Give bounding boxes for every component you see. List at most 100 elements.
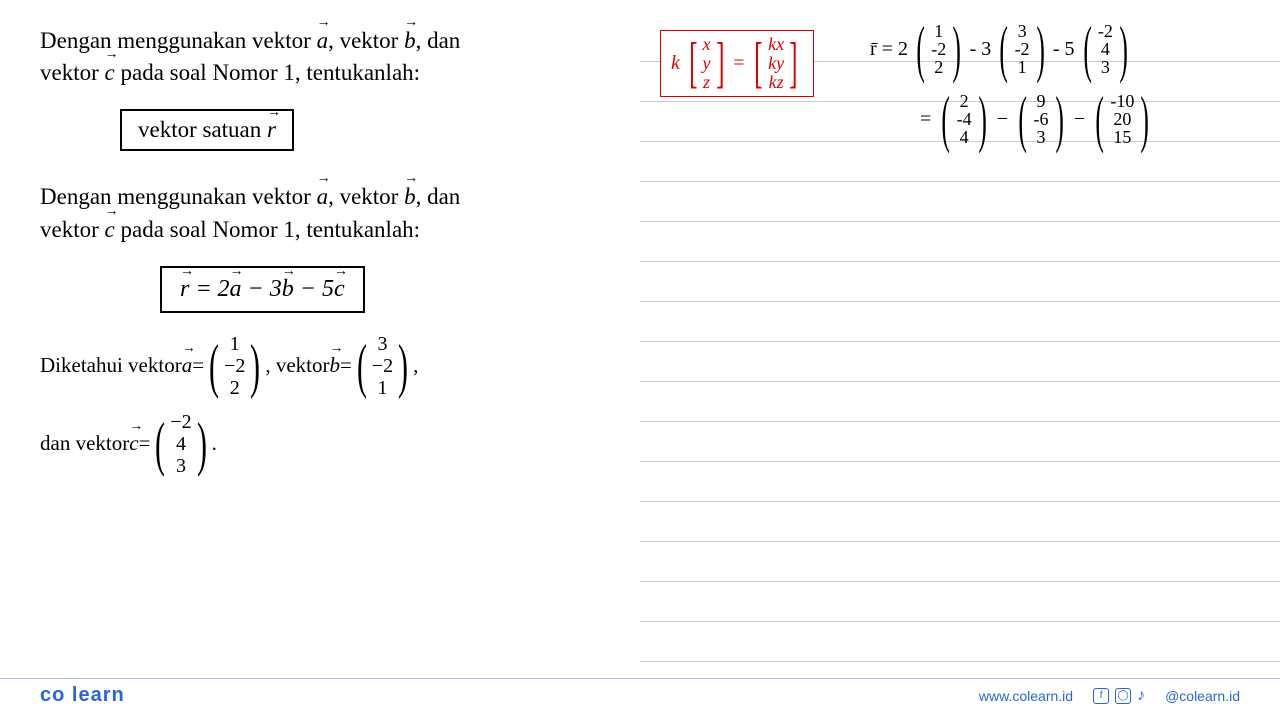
- facebook-icon: f: [1093, 688, 1109, 704]
- wpr: ): [978, 93, 987, 144]
- hw31: 20: [1113, 110, 1131, 128]
- hw-min2: −: [1074, 108, 1085, 131]
- hv32: 3: [1101, 58, 1110, 76]
- hpr2: ): [1036, 23, 1045, 74]
- rf21: ky: [768, 54, 784, 73]
- given-line2: dan vektor c = ( −2 4 3 ) .: [40, 411, 600, 477]
- rf-c2n: kx ky kz: [768, 35, 784, 92]
- hw30: -10: [1110, 92, 1134, 110]
- hw-v1: ( 1 -2 2 ): [910, 22, 968, 76]
- rf11: y: [703, 54, 711, 73]
- rf22: kz: [769, 73, 784, 92]
- paren-r: ): [250, 339, 260, 393]
- colvec-c: ( −2 4 3 ): [150, 411, 211, 477]
- rule: [640, 342, 1280, 382]
- br-l2: [: [755, 40, 763, 88]
- f-m3: − 3: [242, 276, 282, 302]
- rule: [640, 182, 1280, 222]
- hpl3: (: [1083, 23, 1092, 74]
- hw-line2: = ( 2 -4 4 ) − ( 9 -6 3 ) − ( -10 20: [920, 92, 1156, 146]
- wpl3: (: [1095, 93, 1104, 144]
- left-content: Dengan menggunakan vektor a, vektor b, d…: [40, 25, 600, 477]
- rf-k: k: [671, 52, 680, 74]
- hv11: -2: [931, 40, 946, 58]
- rule: [640, 142, 1280, 182]
- rule: [640, 422, 1280, 462]
- paren-l3: (: [155, 417, 165, 471]
- hw21: -6: [1034, 110, 1049, 128]
- footer-handle: @colearn.id: [1165, 688, 1240, 704]
- rule: [640, 622, 1280, 662]
- hw-line1: r̄ = 2 ( 1 -2 2 ) - 3 ( 3 -2 1 ) - 5 ( -…: [870, 22, 1134, 76]
- problem1-text: Dengan menggunakan vektor a, vektor b, d…: [40, 25, 600, 89]
- paren-r2: ): [398, 339, 408, 393]
- tiktok-icon: ♪: [1137, 687, 1145, 705]
- rf12: z: [703, 73, 710, 92]
- c-nums: −2 4 3: [170, 411, 191, 477]
- box1-text: vektor satuan: [138, 117, 267, 142]
- p1-l2-post: pada soal Nomor 1, tentukanlah:: [115, 60, 420, 85]
- rule: [640, 462, 1280, 502]
- hw-w1: ( 2 -4 4 ): [935, 92, 993, 146]
- hw11: -4: [957, 110, 972, 128]
- rule: [640, 542, 1280, 582]
- hpl2: (: [1000, 23, 1009, 74]
- social-icons: f ◯ ♪: [1093, 687, 1145, 705]
- hw-w2: ( 9 -6 3 ): [1012, 92, 1070, 146]
- hv20: 3: [1018, 22, 1027, 40]
- wpr2: ): [1055, 93, 1064, 144]
- p1-l1-mid: , vektor: [328, 28, 404, 53]
- f-b: b: [282, 276, 294, 303]
- f-r: r: [180, 276, 189, 303]
- rule: [640, 382, 1280, 422]
- p1-l2-pre: vektor: [40, 60, 105, 85]
- wpl: (: [942, 93, 951, 144]
- rf-col2: [ kx ky kz ]: [749, 35, 802, 92]
- rule: [640, 262, 1280, 302]
- a0: 1: [230, 333, 240, 355]
- red-scalar-formula: k [ x y z ] = [ kx ky kz ]: [660, 30, 814, 97]
- g-a: a: [182, 353, 193, 378]
- p2-l1-post: , dan: [416, 184, 461, 209]
- f-c: c: [334, 276, 345, 303]
- rule: [640, 222, 1280, 262]
- hv30: -2: [1098, 22, 1113, 40]
- a2: 2: [230, 377, 240, 399]
- vec-b2: b: [404, 181, 416, 213]
- hw10: 2: [960, 92, 969, 110]
- br-r2: ]: [789, 40, 797, 88]
- rule: [640, 302, 1280, 342]
- f-a: a: [230, 276, 242, 303]
- c1: 4: [176, 433, 186, 455]
- g-c: c: [129, 431, 138, 456]
- hw32: 15: [1113, 128, 1131, 146]
- hw12: 4: [960, 128, 969, 146]
- g2-pre: dan vektor: [40, 431, 129, 456]
- vec-a: a: [317, 25, 329, 57]
- hw-v2: ( 3 -2 1 ): [993, 22, 1051, 76]
- footer: co learn www.colearn.id f ◯ ♪ @colearn.i…: [0, 678, 1280, 712]
- hpr: ): [953, 23, 962, 74]
- paren-r3: ): [197, 417, 207, 471]
- hw-w3: ( -10 20 15 ): [1089, 92, 1156, 146]
- hpr3: ): [1119, 23, 1128, 74]
- rule: [640, 582, 1280, 622]
- hv31: 4: [1101, 40, 1110, 58]
- f-eq: = 2: [189, 276, 229, 302]
- g2-post: .: [212, 431, 217, 456]
- b0: 3: [377, 333, 387, 355]
- paren-l2: (: [357, 339, 367, 393]
- g-b: b: [329, 353, 340, 378]
- f-m5: − 5: [294, 276, 334, 302]
- p2-l1-mid: , vektor: [328, 184, 404, 209]
- box-vektor-satuan: vektor satuan r: [120, 109, 294, 151]
- hv12: 2: [934, 58, 943, 76]
- hw-min1: −: [997, 108, 1008, 131]
- hw-m1: - 3: [970, 38, 992, 61]
- vec-a2: a: [317, 181, 329, 213]
- hw-v3: ( -2 4 3 ): [1077, 22, 1135, 76]
- vec-c2: c: [105, 214, 115, 246]
- hv3n: -2 4 3: [1098, 22, 1113, 76]
- hv10: 1: [934, 22, 943, 40]
- p1-l1-pre: Dengan menggunakan vektor: [40, 28, 317, 53]
